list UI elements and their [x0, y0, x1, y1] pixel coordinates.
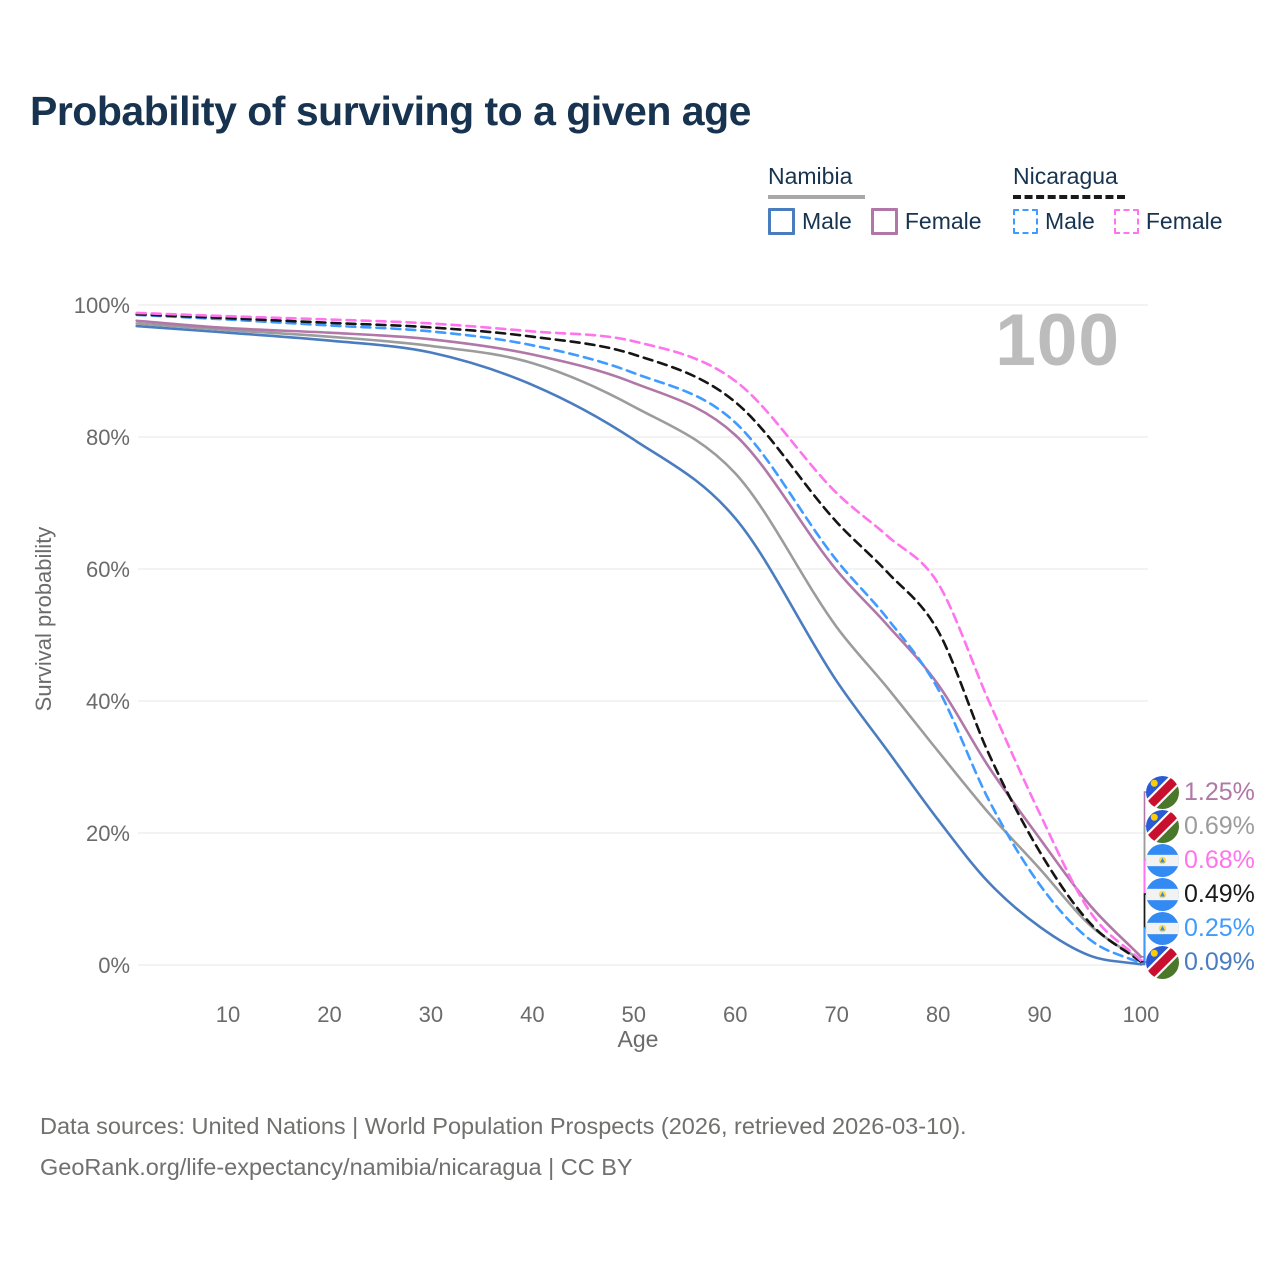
line-namibia-male[interactable]	[135, 324, 1143, 966]
x-tick-60: 60	[723, 1002, 747, 1027]
end-value-namibia-male: 0.09%	[1184, 947, 1255, 976]
nicaragua-flag-icon	[1146, 912, 1179, 945]
line-nicaragua-female[interactable]	[135, 311, 1143, 962]
end-value-namibia-female: 1.25%	[1184, 777, 1255, 806]
line-namibia-all[interactable]	[135, 322, 1143, 962]
legend-swatch-nicaragua-male[interactable]	[1013, 209, 1038, 234]
legend-swatch-namibia-female[interactable]	[870, 208, 898, 235]
footer-attribution: GeoRank.org/life-expectancy/namibia/nica…	[40, 1154, 633, 1180]
end-label-nicaragua-female: 0.68%	[1146, 843, 1255, 877]
end-label-nicaragua-all: 0.49%	[1146, 877, 1255, 911]
legend-label-namibia-female[interactable]: Female	[904, 208, 982, 234]
end-label-namibia-all: 0.69%	[1146, 809, 1255, 843]
x-tick-10: 10	[216, 1002, 240, 1027]
end-value-namibia-all: 0.69%	[1184, 811, 1255, 840]
end-value-nicaragua-female: 0.68%	[1184, 845, 1255, 874]
legend-label-nicaragua-female[interactable]: Female	[1145, 208, 1223, 234]
gridlines	[138, 304, 1148, 966]
namibia-flag-icon	[1146, 810, 1179, 843]
axis-tick-labels: 0% 20% 40% 60% 80% 100% 10 20 30 40 50 60 70 80 90 100	[74, 293, 1160, 1027]
line-nicaragua-all[interactable]	[135, 312, 1143, 964]
legend-swatch-nicaragua-female[interactable]	[1113, 209, 1139, 234]
line-nicaragua-male[interactable]	[135, 313, 1143, 965]
legend-linestyle-nicaragua	[1013, 195, 1125, 199]
namibia-flag-icon	[1146, 946, 1179, 979]
legend-label-namibia-male[interactable]: Male	[802, 208, 852, 234]
nicaragua-flag-icon	[1146, 878, 1179, 911]
legend-group-nicaragua: Nicaragua Male Female	[1013, 163, 1242, 235]
x-tick-70: 70	[824, 1002, 848, 1027]
page-title: Probability of surviving to a given age	[30, 88, 751, 134]
legend-country-nicaragua[interactable]: Nicaragua	[1013, 163, 1118, 189]
x-tick-30: 30	[419, 1002, 443, 1027]
legend-linestyle-namibia	[768, 195, 865, 199]
y-tick-40: 40%	[86, 689, 130, 714]
legend-country-namibia[interactable]: Namibia	[768, 163, 853, 189]
y-tick-60: 60%	[86, 557, 130, 582]
end-label-nicaragua-male: 0.25%	[1146, 911, 1255, 945]
x-tick-50: 50	[622, 1002, 646, 1027]
legend-swatch-namibia-male[interactable]	[768, 208, 795, 235]
y-tick-20: 20%	[86, 821, 130, 846]
footer: Data sources: United Nations | World Pop…	[40, 1106, 967, 1188]
y-axis-title: Survival probability	[31, 526, 56, 712]
legend-label-nicaragua-male[interactable]: Male	[1045, 208, 1095, 234]
x-tick-100: 100	[1123, 1002, 1160, 1027]
line-namibia-female[interactable]	[135, 319, 1143, 959]
legend-group-namibia: Namibia Male Female	[768, 163, 1001, 235]
footer-data-sources: Data sources: United Nations | World Pop…	[40, 1113, 967, 1139]
hover-age-indicator: 100	[995, 300, 1120, 381]
x-tick-20: 20	[317, 1002, 341, 1027]
series-curves	[135, 311, 1143, 966]
end-value-nicaragua-all: 0.49%	[1184, 879, 1255, 908]
y-tick-100: 100%	[74, 293, 130, 318]
y-tick-80: 80%	[86, 425, 130, 450]
x-tick-80: 80	[926, 1002, 950, 1027]
x-axis-title: Age	[617, 1026, 659, 1052]
y-tick-0: 0%	[98, 953, 130, 978]
end-label-namibia-male: 0.09%	[1146, 945, 1255, 979]
end-value-nicaragua-male: 0.25%	[1184, 913, 1255, 942]
x-tick-90: 90	[1027, 1002, 1051, 1027]
namibia-flag-icon	[1146, 776, 1179, 809]
nicaragua-flag-icon	[1146, 844, 1179, 877]
x-tick-40: 40	[520, 1002, 544, 1027]
end-label-namibia-female: 1.25%	[1146, 775, 1255, 809]
